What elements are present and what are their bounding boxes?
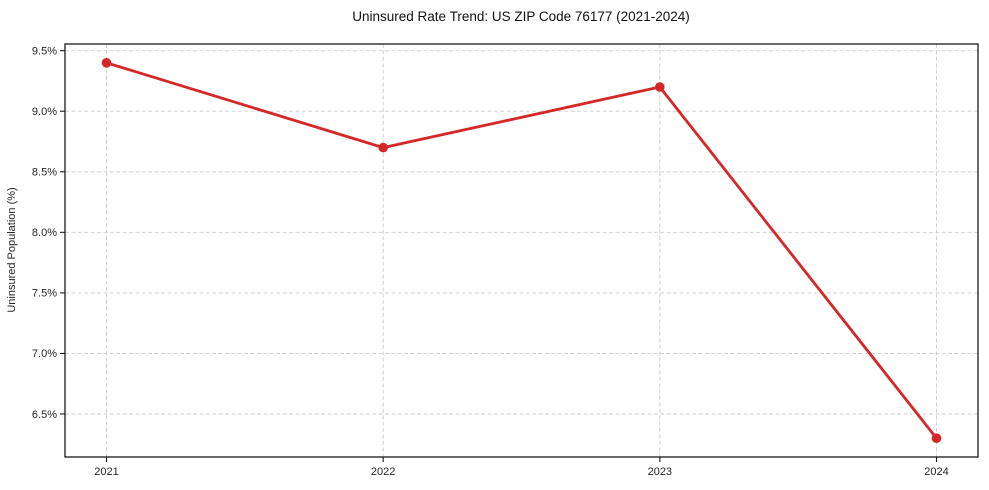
y-axis-label: Uninsured Population (%) [6, 187, 18, 312]
plot-border [64, 43, 979, 458]
trend-line [105, 61, 938, 440]
series-layer [101, 58, 942, 444]
chart-title: Uninsured Rate Trend: US ZIP Code 76177 … [352, 9, 689, 24]
data-point-2022 [378, 142, 389, 153]
x-tick-label: 2023 [648, 466, 672, 478]
y-tick-label: 7.0% [32, 348, 57, 360]
y-tick-label: 8.5% [32, 167, 57, 179]
grid-layer [65, 44, 978, 457]
tick-label-layer: 6.5% 7.0% 7.5% 8.0% 8.5% 9.0% 9.5% 2021 2022 2023… [32, 45, 949, 478]
x-tick-label: 2022 [371, 466, 395, 478]
y-tick-label: 7.5% [32, 288, 57, 300]
data-point-2021 [101, 58, 112, 68]
y-tick-label: 6.5% [32, 409, 57, 421]
y-tick-label: 8.0% [32, 227, 57, 239]
y-tick-label: 9.5% [32, 45, 57, 57]
x-tick-label: 2024 [924, 466, 948, 478]
x-tick-label: 2021 [94, 466, 118, 478]
y-tick-label: 9.0% [32, 106, 57, 118]
tick-layer [60, 50, 938, 462]
data-point-2023 [655, 82, 665, 92]
data-point-2024 [931, 433, 942, 444]
